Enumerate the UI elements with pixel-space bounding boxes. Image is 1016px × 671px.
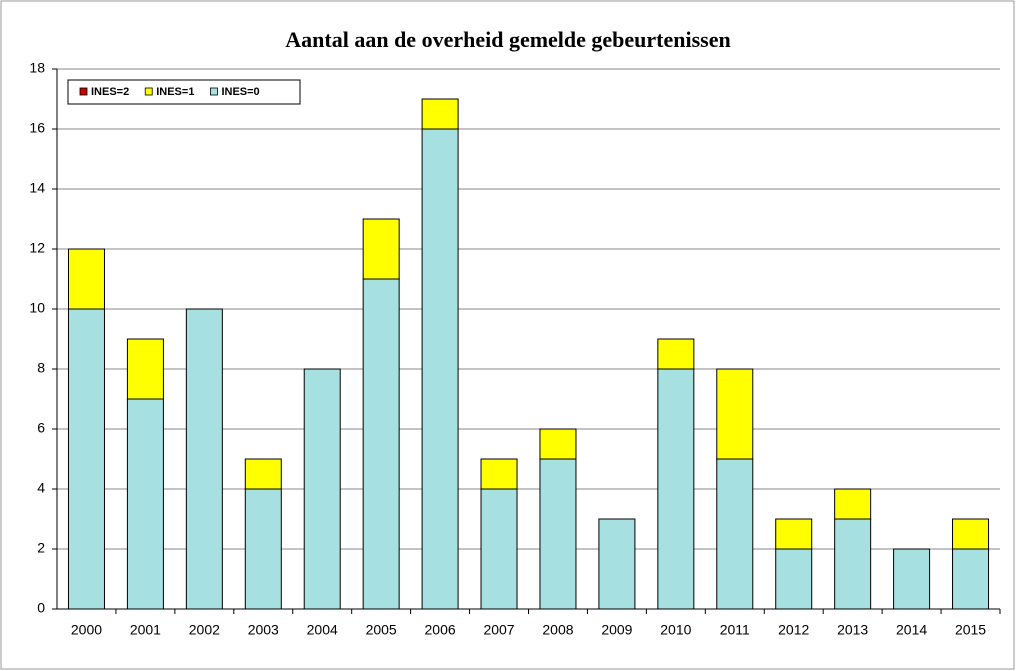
y-tick-label: 8 bbox=[37, 360, 45, 376]
x-tick-label: 2011 bbox=[720, 622, 750, 638]
x-tick-label: 2003 bbox=[248, 622, 279, 638]
x-tick-label: 2001 bbox=[130, 622, 161, 638]
bar-segment bbox=[598, 518, 636, 610]
chart-title: Aantal aan de overheid gemelde gebeurten… bbox=[285, 27, 730, 52]
x-tick-label: 2015 bbox=[955, 622, 986, 638]
bar-segment bbox=[126, 398, 164, 610]
bar-segment bbox=[244, 488, 282, 610]
y-tick-label: 0 bbox=[37, 600, 45, 616]
x-tick-label: 2002 bbox=[189, 622, 220, 638]
bar-segment bbox=[303, 368, 341, 610]
y-tick-label: 12 bbox=[29, 240, 45, 256]
legend-swatch bbox=[79, 87, 88, 96]
bar-segment bbox=[716, 458, 754, 610]
legend-box bbox=[67, 79, 301, 105]
x-tick-label: 2008 bbox=[542, 622, 573, 638]
x-tick-label: 2000 bbox=[71, 622, 102, 638]
y-tick-label: 6 bbox=[37, 420, 45, 436]
bar-segment bbox=[952, 548, 990, 610]
legend-label: INES=0 bbox=[221, 86, 259, 98]
bar-segment bbox=[775, 518, 813, 550]
x-tick-label: 2012 bbox=[778, 622, 809, 638]
y-tick-label: 4 bbox=[37, 480, 45, 496]
legend-swatch bbox=[210, 87, 218, 96]
bar-segment bbox=[126, 338, 164, 400]
x-tick-label: 2005 bbox=[366, 622, 397, 638]
bar-segment bbox=[362, 218, 400, 280]
y-tick-label: 14 bbox=[29, 180, 45, 196]
bar-segment bbox=[834, 488, 872, 520]
y-tick-label: 16 bbox=[29, 120, 45, 136]
bar-segment bbox=[67, 248, 105, 310]
bar-segment bbox=[244, 458, 282, 490]
bar-segment bbox=[185, 308, 223, 610]
x-tick-label: 2006 bbox=[425, 622, 456, 638]
bar-segment bbox=[893, 548, 931, 610]
legend-label: INES=1 bbox=[156, 86, 194, 98]
legend-swatch bbox=[144, 87, 153, 96]
x-tick-label: 2010 bbox=[660, 622, 691, 638]
bar-segment bbox=[67, 308, 105, 610]
bar-segment bbox=[657, 368, 695, 610]
bar-segment bbox=[539, 458, 577, 610]
legend-label: INES=2 bbox=[91, 86, 129, 98]
bar-segment bbox=[834, 518, 872, 610]
y-tick-label: 2 bbox=[37, 540, 45, 556]
x-tick-label: 2004 bbox=[307, 622, 338, 638]
bar-segment bbox=[421, 98, 459, 130]
x-tick-label: 2007 bbox=[483, 622, 514, 638]
bar-segment bbox=[421, 128, 459, 610]
x-tick-label: 2013 bbox=[837, 622, 868, 638]
bar-segment bbox=[539, 428, 577, 460]
x-tick-label: 2014 bbox=[896, 622, 927, 638]
bar-segment bbox=[480, 488, 518, 610]
y-tick-label: 18 bbox=[29, 60, 45, 76]
bar-segment bbox=[480, 458, 518, 490]
y-tick-label: 10 bbox=[29, 300, 45, 316]
bar-segment bbox=[775, 548, 813, 610]
bar-segment bbox=[716, 368, 754, 460]
bar-segment bbox=[657, 338, 695, 370]
x-tick-label: 2009 bbox=[601, 622, 632, 638]
bar-segment bbox=[362, 278, 400, 610]
bar-segment bbox=[952, 518, 990, 550]
